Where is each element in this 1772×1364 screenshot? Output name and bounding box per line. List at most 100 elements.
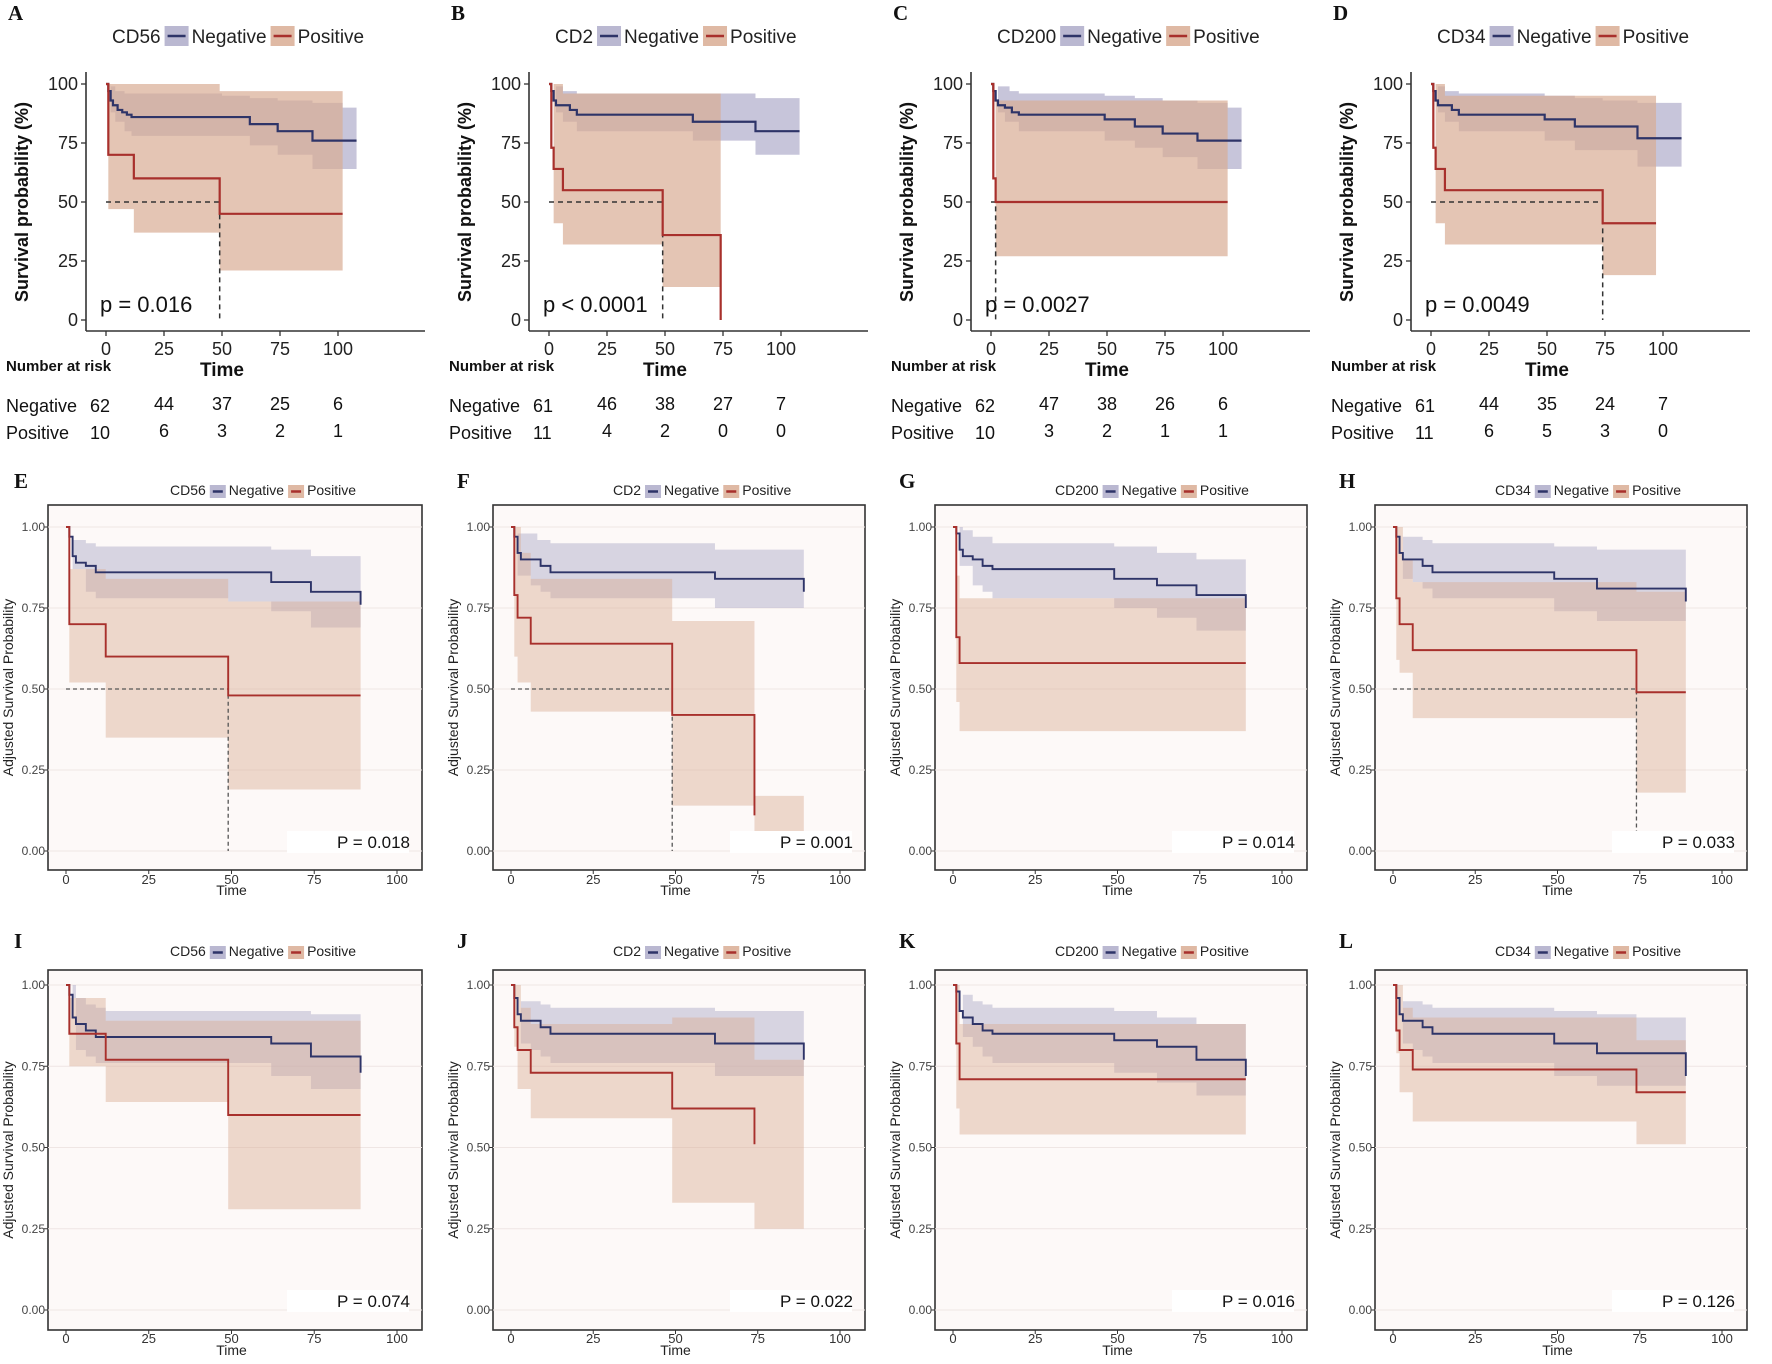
x-tick-label: 25	[142, 1331, 156, 1346]
y-tick-label: 100	[1373, 74, 1403, 94]
x-axis-label: Time	[1102, 882, 1133, 898]
legend-label-positive: Positive	[1623, 27, 1690, 48]
risk-table-title: Number at risk	[1331, 358, 1437, 375]
x-axis-label: Time	[1525, 360, 1569, 381]
x-tick-label: 75	[307, 872, 321, 887]
y-tick-label: 0	[68, 310, 78, 330]
legend-title: CD200	[997, 27, 1056, 48]
survival-curve-negative	[991, 82, 1242, 142]
confidence-band-positive	[106, 84, 343, 271]
x-tick-label: 75	[751, 872, 765, 887]
y-tick-label: 0.75	[909, 601, 933, 615]
confidence-band-negative	[511, 985, 804, 1076]
panel-a: A CD56 Negative Positive 0 25 50 75 100 0 25 50 75 10…	[6, 1, 425, 443]
legend-label-positive: Positive	[730, 27, 797, 48]
x-tick-label: 100	[1271, 1331, 1293, 1346]
survival-curve-positive	[511, 984, 756, 1145]
x-tick-label: 75	[307, 1331, 321, 1346]
x-axis-label: Time	[200, 360, 244, 381]
legend-label-positive: Positive	[307, 943, 356, 959]
legend-label-positive: Positive	[1200, 943, 1249, 959]
x-tick-label: 50	[224, 872, 238, 887]
y-tick-label: 0.25	[1349, 1222, 1373, 1236]
x-tick-label: 25	[142, 872, 156, 887]
survival-curve-positive	[511, 526, 756, 816]
risk-table-group-positive: Positive	[6, 423, 69, 443]
legend-label-positive: Positive	[307, 482, 356, 498]
y-tick-label: 0.50	[467, 1141, 491, 1155]
plot-area	[47, 504, 423, 871]
x-tick-label: 100	[766, 339, 796, 359]
risk-table-group-positive: Positive	[891, 423, 954, 443]
x-tick-label: 100	[829, 872, 851, 887]
survival-curve-negative	[66, 526, 362, 605]
y-tick-label: 0.75	[467, 1059, 491, 1073]
legend-title: CD2	[555, 27, 593, 48]
legend-title: CD200	[1055, 943, 1099, 959]
y-axis-label: Adjusted Survival Probability	[1327, 599, 1343, 776]
legend-label-negative: Negative	[1122, 482, 1177, 498]
confidence-band-negative	[953, 527, 1246, 631]
y-tick-label: 0.25	[467, 1222, 491, 1236]
risk-table-value: 7	[776, 394, 786, 414]
survival-curve-negative	[511, 526, 805, 592]
x-tick-label: 0	[101, 339, 111, 359]
legend-title: CD56	[170, 482, 206, 498]
x-tick-label: 75	[1155, 339, 1175, 359]
survival-curve-negative	[66, 984, 362, 1073]
p-value: p = 0.0049	[1425, 292, 1530, 317]
risk-table-value: 44	[1479, 394, 1499, 414]
x-axis-label: Time	[660, 1342, 691, 1358]
y-tick-label: 0.50	[1349, 1141, 1373, 1155]
x-tick-label: 50	[668, 1331, 682, 1346]
risk-table-group-positive: Positive	[449, 423, 512, 443]
x-tick-label: 50	[1110, 1331, 1124, 1346]
confidence-band-negative	[1393, 985, 1686, 1086]
y-axis-label: Survival probability (%)	[12, 102, 32, 302]
survival-curve-positive	[106, 82, 343, 215]
risk-table-title: Number at risk	[891, 358, 997, 375]
x-tick-label: 25	[597, 339, 617, 359]
survival-curve-negative	[511, 984, 805, 1060]
p-value-background	[730, 1290, 852, 1312]
panel-b: B CD2 Negative Positive 0 25 50 75 100 0 25 50 75 100…	[449, 1, 868, 443]
legend-label-positive: Positive	[298, 27, 365, 48]
risk-table-value: 26	[1155, 394, 1175, 414]
panel-letter: D	[1333, 1, 1348, 25]
panel-k: K CD200 Negative Positive 0.00 0.25 0.50 0.75 1.…	[887, 929, 1308, 1358]
x-axis-label: Time	[660, 882, 691, 898]
y-tick-label: 0.50	[1349, 682, 1373, 696]
confidence-band-positive	[511, 527, 804, 839]
risk-table-value: 2	[1102, 421, 1112, 441]
x-tick-label: 100	[1711, 872, 1733, 887]
y-tick-label: 0.00	[1349, 1303, 1373, 1317]
p-value: P = 0.001	[780, 833, 853, 852]
y-tick-label: 75	[58, 133, 78, 153]
confidence-band-positive	[1393, 527, 1686, 793]
y-tick-label: 0.50	[909, 1141, 933, 1155]
y-tick-label: 0.75	[909, 1059, 933, 1073]
p-value: P = 0.018	[337, 833, 410, 852]
survival-curve-negative	[953, 984, 1247, 1076]
risk-table-value: 38	[655, 394, 675, 414]
legend-label-negative: Negative	[229, 943, 284, 959]
legend-title: CD34	[1495, 943, 1531, 959]
risk-table-value: 1	[333, 421, 343, 441]
x-tick-label: 25	[1028, 872, 1042, 887]
plot-area	[934, 969, 1308, 1331]
x-tick-label: 50	[1550, 872, 1564, 887]
x-tick-label: 100	[1648, 339, 1678, 359]
confidence-band-positive	[953, 985, 1246, 1135]
y-tick-label: 1.00	[22, 520, 46, 534]
risk-table-value: 0	[718, 421, 728, 441]
x-tick-label: 100	[829, 1331, 851, 1346]
survival-curve-positive	[1393, 526, 1686, 694]
legend-title: CD56	[170, 943, 206, 959]
risk-table-value: 44	[154, 394, 174, 414]
panel-l: L CD34 Negative Positive 0.00 0.25 0.50 0.75 1.0…	[1327, 929, 1748, 1358]
risk-table-value: 3	[217, 421, 227, 441]
panel-letter: H	[1339, 469, 1355, 493]
p-value-background	[1612, 831, 1734, 853]
risk-table-value: 1	[1218, 421, 1228, 441]
